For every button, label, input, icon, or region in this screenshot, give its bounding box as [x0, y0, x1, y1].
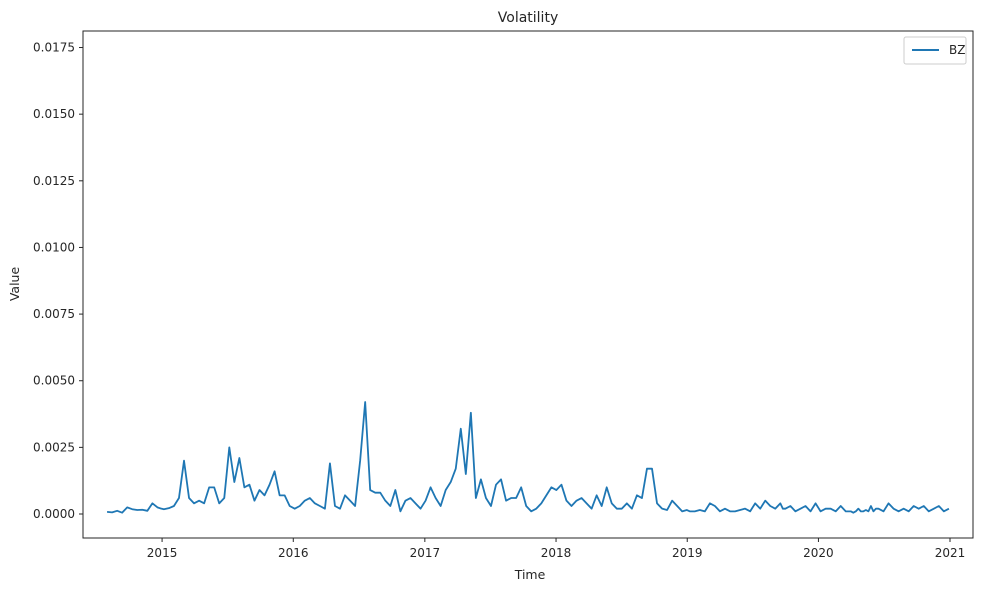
series-layer — [106, 401, 950, 514]
plot-area — [83, 31, 973, 538]
y-axis-title: Value — [7, 267, 22, 302]
y-tick-label: 0.0025 — [33, 440, 75, 454]
x-axis-ticks: 2015 2016 2017 2018 2019 2020 2021 — [147, 538, 965, 560]
legend-label-bz: BZ — [949, 43, 965, 57]
x-tick-label: 2019 — [672, 546, 703, 560]
x-tick-label: 2015 — [147, 546, 178, 560]
y-tick-label: 0.0050 — [33, 374, 75, 388]
x-tick-label: 2016 — [278, 546, 309, 560]
chart-title: Volatility — [498, 10, 558, 26]
y-tick-label: 0.0100 — [33, 240, 75, 254]
x-axis-title: Time — [514, 567, 546, 582]
y-tick-label: 0.0175 — [33, 41, 75, 55]
y-tick-label: 0.0150 — [33, 107, 75, 121]
x-tick-label: 2021 — [935, 546, 966, 560]
y-tick-label: 0.0125 — [33, 174, 75, 188]
y-tick-label: 0.0000 — [33, 507, 75, 521]
series-line-bz — [106, 401, 950, 514]
x-tick-label: 2020 — [803, 546, 834, 560]
plot-frame — [82, 30, 974, 539]
x-tick-label: 2017 — [410, 546, 441, 560]
x-tick-label: 2018 — [541, 546, 572, 560]
y-tick-label: 0.0075 — [33, 307, 75, 321]
legend: BZ — [903, 36, 967, 65]
y-axis-ticks: 0.0000 0.0025 0.0050 0.0075 0.0100 0.0125 0.01… — [33, 41, 83, 521]
